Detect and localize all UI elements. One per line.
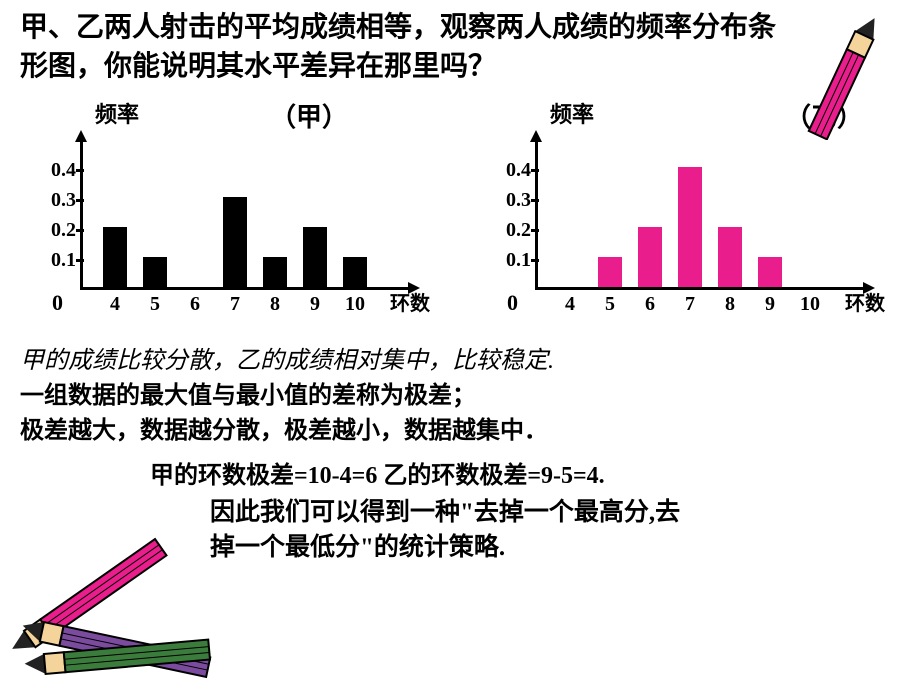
x-tick-label: 9 bbox=[310, 293, 320, 316]
bar bbox=[678, 167, 702, 287]
y-tick-label: 0.1 bbox=[32, 249, 76, 272]
x-axis-label: 环数 bbox=[390, 287, 430, 316]
bar bbox=[598, 257, 622, 287]
x-axis-label: 环数 bbox=[845, 287, 885, 316]
y-tick-label: 0.1 bbox=[487, 249, 531, 272]
x-axis bbox=[80, 287, 410, 290]
bar bbox=[343, 257, 367, 287]
y-tick-label: 0.3 bbox=[487, 189, 531, 212]
bar bbox=[638, 227, 662, 287]
x-tick-label: 8 bbox=[270, 293, 280, 316]
chart-jia: 频率 （甲） 0 0.10.20.30.445678910环数 bbox=[20, 95, 435, 325]
x-tick-label: 9 bbox=[765, 293, 775, 316]
bar bbox=[223, 197, 247, 287]
bar bbox=[103, 227, 127, 287]
x-tick-label: 5 bbox=[150, 293, 160, 316]
x-tick-label: 4 bbox=[110, 293, 120, 316]
x-tick-label: 6 bbox=[190, 293, 200, 316]
conclusion-text-1: 因此我们可以得到一种"去掉一个最高分,去 bbox=[210, 495, 680, 530]
bar bbox=[263, 257, 287, 287]
x-tick-label: 7 bbox=[685, 293, 695, 316]
y-tick-label: 0.2 bbox=[487, 219, 531, 242]
chart-yi-plot: 0 0.10.20.30.445678910环数 bbox=[535, 130, 885, 290]
x-tick-label: 10 bbox=[345, 293, 365, 316]
rule-text: 极差越大，数据越分散，极差越小，数据越集中． bbox=[20, 415, 548, 449]
x-tick-label: 7 bbox=[230, 293, 240, 316]
pencil-decoration-bottom-left bbox=[0, 490, 220, 690]
charts-container: 频率 （甲） 0 0.10.20.30.445678910环数 频率 （乙） 0… bbox=[20, 95, 890, 325]
x-tick-label: 8 bbox=[725, 293, 735, 316]
pencil-decoration-top-right bbox=[770, 0, 920, 140]
y-tick-label: 0.3 bbox=[32, 189, 76, 212]
bar bbox=[718, 227, 742, 287]
bar bbox=[303, 227, 327, 287]
bar bbox=[143, 257, 167, 287]
x-tick-label: 4 bbox=[565, 293, 575, 316]
bar bbox=[758, 257, 782, 287]
chart-jia-plot: 0 0.10.20.30.445678910环数 bbox=[80, 130, 430, 290]
origin-label: 0 bbox=[52, 290, 63, 316]
y-tick-label: 0.2 bbox=[32, 219, 76, 242]
chart-jia-name: （甲） bbox=[270, 97, 348, 134]
origin-label: 0 bbox=[507, 290, 518, 316]
x-tick-label: 6 bbox=[645, 293, 655, 316]
x-axis bbox=[535, 287, 865, 290]
analysis-text-1: 甲的成绩比较分散，乙的成绩相对集中，比较稳定. bbox=[20, 345, 554, 379]
conclusion-text-2: 掉一个最低分"的统计策略. bbox=[210, 530, 505, 565]
definition-text: 一组数据的最大值与最小值的差称为极差； bbox=[20, 380, 476, 414]
x-tick-label: 5 bbox=[605, 293, 615, 316]
question-text: 甲、乙两人射击的平均成绩相等，观察两人成绩的频率分布条形图，你能说明其水平差异在… bbox=[20, 8, 800, 86]
y-axis bbox=[535, 140, 538, 290]
calculation-text: 甲的环数极差=10-4=6 乙的环数极差=9-5=4. bbox=[150, 460, 605, 494]
x-tick-label: 10 bbox=[800, 293, 820, 316]
y-tick-label: 0.4 bbox=[487, 159, 531, 182]
chart-yi-ylabel: 频率 bbox=[550, 97, 594, 129]
y-axis bbox=[80, 140, 83, 290]
chart-jia-ylabel: 频率 bbox=[95, 97, 139, 129]
y-tick-label: 0.4 bbox=[32, 159, 76, 182]
